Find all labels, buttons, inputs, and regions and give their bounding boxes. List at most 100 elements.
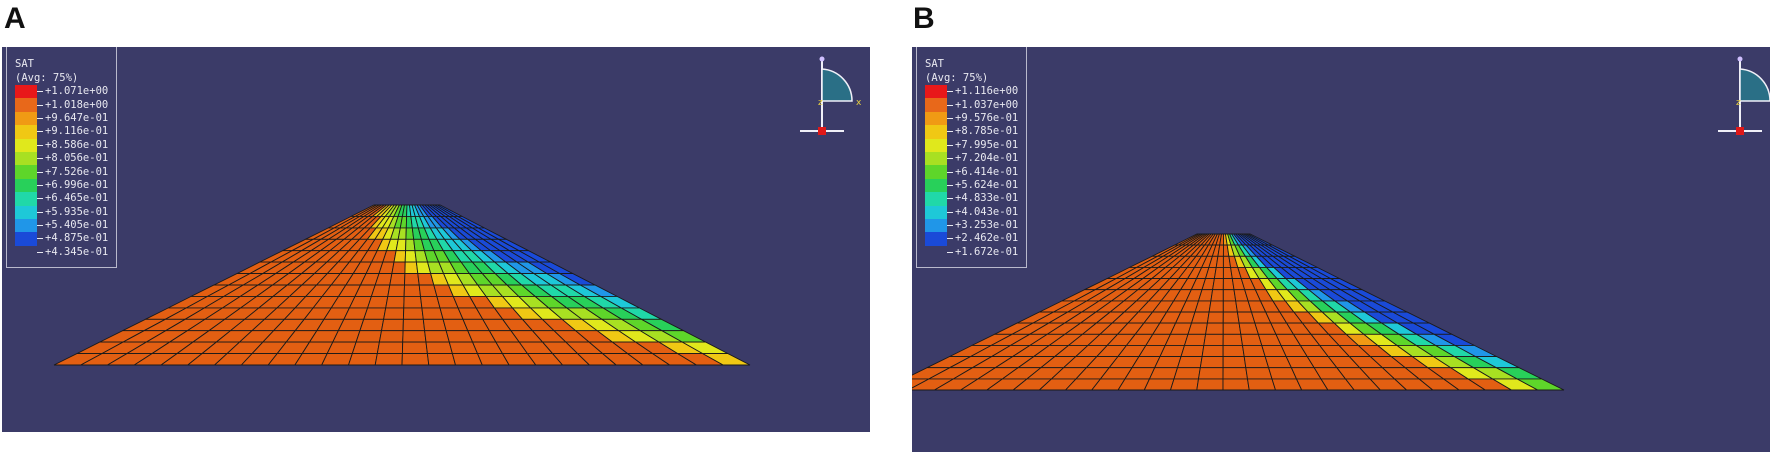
legend-entry: +7.995e-01: [925, 138, 1019, 152]
mesh-element: [1187, 322, 1208, 335]
legend-entry: +4.833e-01: [925, 192, 1018, 206]
legend-averaging: (Avg: 75%): [925, 72, 989, 84]
legend-rows: +1.071e+00 +1.018e+00 +9.647e-01 +9.116e-01…: [15, 85, 108, 259]
mesh-element: [385, 295, 405, 309]
mesh-element: [1222, 344, 1245, 358]
legend-entry: +1.071e+00: [15, 85, 109, 99]
legend-swatch: [15, 111, 37, 126]
svg-text:x: x: [856, 98, 862, 108]
legend-entry: +5.405e-01: [15, 218, 108, 233]
legend-value: +7.995e-01: [955, 138, 1019, 151]
legend-swatch: [15, 125, 37, 139]
legend-value: +5.935e-01: [45, 205, 109, 218]
legend-swatch: [925, 232, 947, 246]
legend-value: +9.576e-01: [955, 111, 1019, 124]
mesh-element: [1205, 322, 1224, 335]
legend-value: +7.526e-01: [45, 165, 109, 178]
legend-value: +6.465e-01: [45, 192, 109, 205]
mesh-element: [378, 330, 404, 343]
legend-entry: +1.672e-01: [925, 246, 1018, 259]
legend-swatch: [925, 165, 947, 179]
legend-swatch: [15, 85, 37, 99]
legend-value: +2.462e-01: [955, 232, 1019, 245]
mesh-element: [401, 353, 430, 366]
mesh-element: [1206, 311, 1224, 324]
legend-value: +1.018e+00: [45, 98, 109, 111]
contour-mesh-a: [53, 204, 751, 366]
mesh-element: [1246, 378, 1277, 391]
mesh-element: [380, 318, 404, 332]
legend-swatch: [925, 178, 947, 193]
mesh-element: [1222, 367, 1249, 380]
legend-entry: +7.526e-01: [15, 165, 109, 179]
legend-value: +1.071e+00: [45, 85, 109, 98]
mesh-element: [351, 341, 380, 355]
legend-value: +1.116e+00: [955, 85, 1019, 98]
mesh-element: [701, 353, 751, 366]
mesh-element: [1169, 378, 1200, 391]
mesh-element: [422, 318, 447, 332]
viewport-b[interactable]: SAT (Avg: 75%) +1.116e+00 +1.037e+00 +9.57…: [912, 47, 1770, 452]
legend-entry: +8.056e-01: [15, 151, 108, 166]
legend-swatch: [15, 218, 37, 233]
axis-triad-icon: zx: [1718, 56, 1770, 135]
mesh-element: [1197, 367, 1224, 380]
legend-swatch: [15, 165, 37, 179]
legend-swatch: [15, 246, 37, 259]
legend-value: +8.586e-01: [45, 138, 109, 151]
legend-entry: +9.116e-01: [15, 125, 108, 139]
legend-variable: SAT: [15, 58, 34, 70]
legend-entry: +4.043e-01: [925, 205, 1019, 219]
legend-entry: +2.462e-01: [925, 232, 1019, 246]
mesh-element: [1201, 344, 1224, 358]
legend-entry: +9.576e-01: [925, 111, 1019, 126]
legend-entry: +8.785e-01: [925, 125, 1018, 139]
legend-value: +4.345e-01: [45, 245, 109, 258]
mesh-element: [363, 307, 387, 320]
legend-swatch: [925, 218, 947, 233]
mesh-element: [1516, 378, 1565, 391]
legend-swatch: [15, 178, 37, 193]
legend-value: +4.875e-01: [45, 232, 109, 245]
contour-mesh-b: [912, 233, 1565, 391]
mesh-element: [374, 353, 403, 366]
mesh-element: [1180, 344, 1205, 358]
legend-value: +9.647e-01: [45, 111, 109, 124]
mesh-element: [1222, 378, 1250, 391]
legend-value: +4.043e-01: [955, 205, 1019, 218]
mesh-element: [383, 307, 405, 320]
mesh-element: [424, 330, 450, 343]
legend-swatch: [15, 151, 37, 166]
legend-swatch: [15, 98, 37, 112]
legend-entry: +9.647e-01: [15, 111, 109, 126]
legend-value: +5.624e-01: [955, 178, 1019, 191]
mesh-element: [320, 353, 353, 366]
viewport-a[interactable]: SAT (Avg: 75%) +1.071e+00 +1.018e+00 +9.64…: [2, 47, 870, 432]
legend-swatch: [925, 246, 947, 259]
mesh-element: [402, 318, 426, 332]
mesh-element: [355, 330, 383, 343]
legend-entry: +4.345e-01: [15, 246, 108, 259]
mesh-element: [1213, 266, 1224, 280]
legend-entry: +3.253e-01: [925, 218, 1019, 233]
legend-averaging: (Avg: 75%): [15, 72, 79, 84]
mesh-element: [401, 341, 428, 355]
legend-swatch: [925, 111, 947, 126]
mesh-element: [1222, 311, 1240, 324]
legend-swatch: [15, 232, 37, 246]
legend-value: +3.253e-01: [955, 219, 1019, 232]
mesh-element: [403, 295, 423, 309]
mesh-element: [1199, 356, 1224, 369]
mesh-element: [393, 250, 407, 263]
mesh-element: [359, 318, 385, 332]
mesh-element: [1173, 367, 1201, 380]
mesh-element: [404, 261, 419, 275]
svg-text:z: z: [1736, 98, 1741, 108]
legend-swatch: [925, 205, 947, 219]
mesh-element: [1215, 255, 1224, 268]
mesh-element: [395, 238, 407, 252]
mesh-element: [1243, 356, 1270, 369]
legend-swatch: [15, 205, 37, 219]
legend-entry: +1.037e+00: [925, 98, 1018, 112]
